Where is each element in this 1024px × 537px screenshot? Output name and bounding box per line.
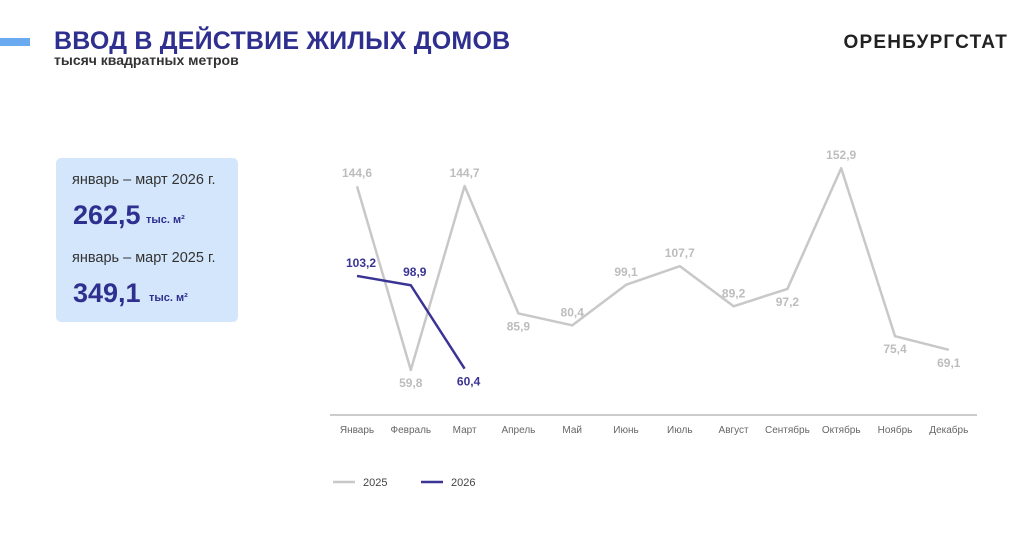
summary-card: январь – март 2026 г. 262,5 тыс. м² янва… bbox=[56, 158, 238, 322]
data-label: 103,2 bbox=[346, 256, 376, 270]
unit-2025: тыс. м² bbox=[149, 292, 188, 304]
x-tick-label: Ноябрь bbox=[878, 424, 913, 436]
x-tick-label: Март bbox=[453, 425, 477, 436]
value-2025: 349,1 bbox=[73, 278, 141, 308]
x-tick-label: Октябрь bbox=[822, 424, 861, 436]
page-title: ВВОД В ДЕЙСТВИЕ ЖИЛЫХ ДОМОВ bbox=[54, 27, 511, 55]
data-label: 69,1 bbox=[937, 356, 961, 370]
data-label: 97,2 bbox=[776, 295, 800, 309]
x-tick-label: Январь bbox=[340, 425, 374, 436]
x-tick-label: Июль bbox=[667, 425, 693, 436]
series-line-2025 bbox=[355, 166, 950, 372]
x-tick-label: Декабрь bbox=[929, 424, 968, 436]
data-label: 152,9 bbox=[826, 148, 856, 162]
period-2025-label: январь – март 2025 г. bbox=[72, 250, 216, 266]
data-label: 98,9 bbox=[403, 265, 427, 279]
data-label: 144,7 bbox=[450, 166, 480, 180]
x-tick-label: Август bbox=[719, 425, 750, 436]
x-tick-label: Май bbox=[562, 425, 582, 436]
data-label: 107,7 bbox=[665, 246, 695, 260]
accent-bar bbox=[0, 38, 30, 46]
page-subtitle: тысяч квадратных метров bbox=[54, 52, 239, 68]
brand-logo: ОРЕНБУРГСТАТ bbox=[843, 32, 1008, 53]
data-label: 85,9 bbox=[507, 319, 531, 333]
x-tick-label: Июнь bbox=[613, 425, 638, 436]
unit-2026: тыс. м² bbox=[146, 214, 185, 226]
x-tick-label: Апрель bbox=[501, 425, 535, 436]
data-label: 75,4 bbox=[883, 342, 907, 356]
data-label: 80,4 bbox=[561, 305, 585, 319]
x-tick-label: Февраль bbox=[390, 425, 431, 436]
series-line-2026 bbox=[356, 274, 466, 370]
data-label: 89,2 bbox=[722, 286, 746, 300]
value-2026: 262,5 bbox=[73, 200, 141, 230]
data-label: 144,6 bbox=[342, 166, 372, 180]
legend-label: 2025 bbox=[363, 477, 387, 489]
legend-label: 2026 bbox=[451, 477, 475, 489]
data-label: 59,8 bbox=[399, 376, 423, 390]
period-2026-label: январь – март 2026 г. bbox=[72, 172, 216, 188]
data-label: 99,1 bbox=[614, 265, 638, 279]
x-tick-label: Сентябрь bbox=[765, 424, 810, 436]
data-label: 60,4 bbox=[457, 375, 481, 389]
